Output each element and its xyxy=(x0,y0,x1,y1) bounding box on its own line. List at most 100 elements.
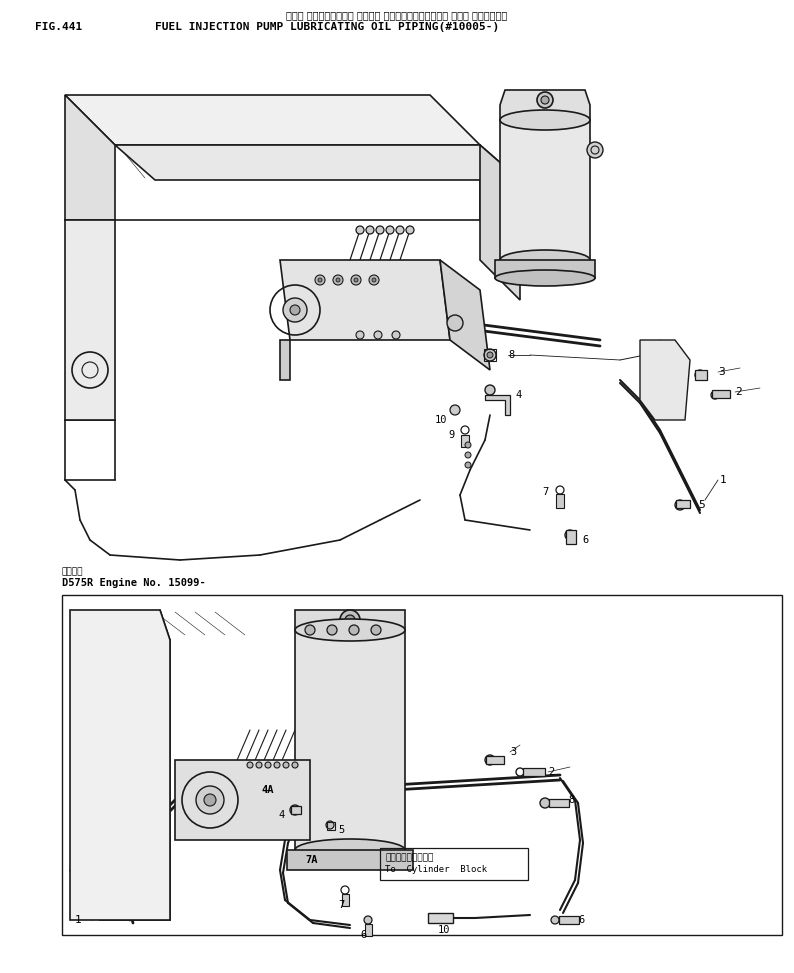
Text: 10: 10 xyxy=(438,925,450,935)
Circle shape xyxy=(540,798,550,808)
Circle shape xyxy=(450,405,460,415)
Text: 6: 6 xyxy=(578,915,584,925)
Circle shape xyxy=(315,275,325,285)
Text: 4: 4 xyxy=(278,810,284,820)
Circle shape xyxy=(485,385,495,395)
Text: 7: 7 xyxy=(338,900,345,910)
Circle shape xyxy=(349,625,359,635)
Ellipse shape xyxy=(500,250,590,270)
Circle shape xyxy=(484,349,496,361)
Bar xyxy=(549,799,569,807)
Bar xyxy=(676,500,690,508)
Bar xyxy=(486,756,504,764)
Circle shape xyxy=(371,625,381,635)
Circle shape xyxy=(396,226,404,234)
Circle shape xyxy=(465,442,471,448)
Circle shape xyxy=(354,278,358,282)
Circle shape xyxy=(283,298,307,322)
Ellipse shape xyxy=(500,110,590,130)
Circle shape xyxy=(675,500,685,510)
Polygon shape xyxy=(280,340,290,380)
Text: 適用番号: 適用番号 xyxy=(62,567,83,576)
Polygon shape xyxy=(65,95,115,220)
Circle shape xyxy=(369,275,379,285)
Text: 9: 9 xyxy=(448,430,454,440)
Circle shape xyxy=(372,278,376,282)
Bar xyxy=(484,349,496,361)
Circle shape xyxy=(376,226,384,234)
Bar xyxy=(556,494,564,508)
Text: 3: 3 xyxy=(718,367,725,377)
Circle shape xyxy=(290,805,300,815)
Circle shape xyxy=(247,762,253,768)
Bar xyxy=(342,894,349,906)
Text: To  Cylinder  Block: To Cylinder Block xyxy=(385,864,488,874)
Bar xyxy=(712,390,730,398)
Polygon shape xyxy=(295,610,405,630)
Circle shape xyxy=(283,762,289,768)
Circle shape xyxy=(465,452,471,458)
Circle shape xyxy=(290,305,300,315)
Circle shape xyxy=(565,530,575,540)
Circle shape xyxy=(305,625,315,635)
Circle shape xyxy=(333,275,343,285)
Circle shape xyxy=(695,370,705,380)
Circle shape xyxy=(196,786,224,814)
Text: 10: 10 xyxy=(435,415,448,425)
Bar xyxy=(695,370,707,380)
Text: 4: 4 xyxy=(515,390,521,400)
Circle shape xyxy=(292,762,298,768)
Ellipse shape xyxy=(295,619,405,641)
Circle shape xyxy=(274,762,280,768)
Text: FUEL INJECTION PUMP LUBRICATING OIL PIPING(#10005-): FUEL INJECTION PUMP LUBRICATING OIL PIPI… xyxy=(155,22,499,32)
Text: 8: 8 xyxy=(568,795,574,805)
Text: 7: 7 xyxy=(542,487,548,497)
Bar xyxy=(566,530,576,544)
Circle shape xyxy=(541,96,549,104)
Text: 7A: 7A xyxy=(305,855,318,865)
Circle shape xyxy=(204,794,216,806)
Text: FIG.441: FIG.441 xyxy=(35,22,83,32)
Bar xyxy=(428,913,453,923)
Polygon shape xyxy=(65,220,115,420)
Bar xyxy=(380,848,528,880)
Circle shape xyxy=(487,352,493,358)
Circle shape xyxy=(265,762,271,768)
Circle shape xyxy=(336,278,340,282)
Circle shape xyxy=(406,226,414,234)
Bar xyxy=(559,916,579,924)
Circle shape xyxy=(447,315,463,331)
Circle shape xyxy=(587,142,603,158)
Circle shape xyxy=(351,275,361,285)
Bar xyxy=(287,850,413,870)
Circle shape xyxy=(327,625,337,635)
Polygon shape xyxy=(500,90,590,120)
Text: 1: 1 xyxy=(75,915,82,925)
Circle shape xyxy=(465,462,471,468)
Bar xyxy=(291,806,301,814)
Text: 5: 5 xyxy=(698,500,705,510)
Polygon shape xyxy=(65,95,480,145)
Polygon shape xyxy=(280,260,450,340)
Text: シリンダブロックへ: シリンダブロックへ xyxy=(385,853,434,862)
Text: 2: 2 xyxy=(735,387,742,397)
Bar xyxy=(327,822,335,830)
Text: 6: 6 xyxy=(582,535,588,545)
Text: 3: 3 xyxy=(510,747,516,757)
Bar xyxy=(461,435,469,447)
Circle shape xyxy=(392,331,400,339)
Polygon shape xyxy=(640,340,690,420)
Circle shape xyxy=(364,916,372,924)
Circle shape xyxy=(366,226,374,234)
Circle shape xyxy=(485,755,495,765)
Circle shape xyxy=(551,916,559,924)
Ellipse shape xyxy=(495,270,595,286)
Text: フェル インジェクション ポンプ゜ ルーブリケーティング゜ オイル パイピング゜: フェル インジェクション ポンプ゜ ルーブリケーティング゜ オイル パイピング゜ xyxy=(287,10,507,20)
Circle shape xyxy=(256,762,262,768)
Circle shape xyxy=(356,331,364,339)
Text: D575R Engine No. 15099-: D575R Engine No. 15099- xyxy=(62,578,206,588)
Bar xyxy=(295,630,405,850)
Polygon shape xyxy=(485,395,510,415)
Ellipse shape xyxy=(295,839,405,861)
Bar xyxy=(495,260,595,278)
